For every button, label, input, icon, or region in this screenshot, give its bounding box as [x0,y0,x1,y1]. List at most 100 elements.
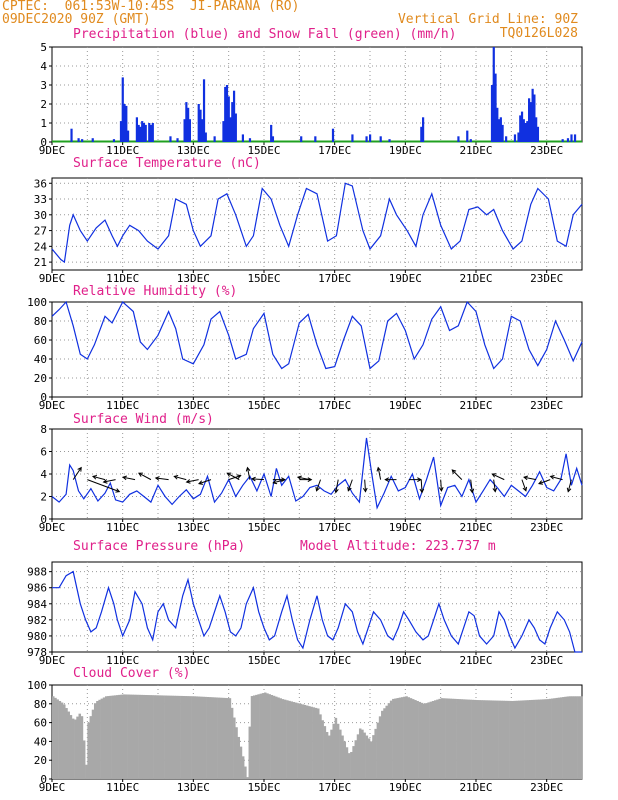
cloud-bar [166,695,170,779]
cloud-bar [449,698,453,779]
cloud-bar [93,703,97,779]
cloud-bar [458,699,461,779]
precip-bar [490,85,494,142]
wind-arrow [122,476,136,481]
cloud-bar [142,694,146,779]
cloud-bar [244,766,247,779]
cloud-bar [434,700,437,779]
x-tick-label: 21DEC [459,144,492,157]
wind-arrow [523,476,537,481]
cloud-bar [116,695,119,779]
precip-bar [81,139,84,142]
wind-arrow-head [334,488,339,494]
x-tick-label: 17DEC [318,781,351,794]
cloud-bar [250,696,254,779]
wind-arrow [347,479,353,491]
x-tick-label: 13DEC [177,781,210,794]
cloud-bar [398,697,402,779]
cloud-bar [78,713,82,779]
cloud-bar [462,699,466,779]
cloud-bar [385,705,388,779]
y-tick-label: 0 [40,513,47,526]
cloud-bar [89,716,93,779]
x-tick-label: 15DEC [247,521,280,534]
cloud-bar [63,704,66,779]
x-tick-label: 11DEC [106,654,139,667]
precip-bar [188,119,191,142]
x-tick-label: 17DEC [318,144,351,157]
precip-bar [137,124,140,142]
cloud-bar [308,706,311,779]
panel-frame [51,177,583,271]
cloud-bar [76,716,79,779]
cloud-bar [135,694,139,779]
precip-bar [524,123,527,142]
precip-bar [536,126,540,142]
x-tick-label: 21DEC [459,399,492,412]
cloud-bar [456,698,459,779]
x-tick-label: 19DEC [389,272,422,285]
cloud-bar [469,699,472,779]
y-tick-label: 100 [27,296,47,309]
cloud-bar [217,697,221,779]
y-tick-label: 0 [40,391,47,404]
x-tick-label: 21DEC [459,781,492,794]
wind-arrow-head [102,479,108,484]
cloud-bar [365,735,369,779]
precip-bar [142,123,146,142]
precip-bar [126,130,130,142]
precip-bar [505,136,508,142]
cloud-bar [568,696,572,779]
precip-bar [529,102,532,142]
cloud-bar [153,695,157,779]
x-tick-label: 19DEC [389,144,422,157]
y-tick-label: 20 [34,372,47,385]
y-tick-label: 3 [40,79,47,92]
y-tick-label: 24 [34,240,48,253]
cloud-bar [215,697,218,779]
cloud-bar [239,746,243,779]
cloud-bar [197,696,201,779]
cloud-bar [577,696,581,779]
x-tick-label: 23DEC [530,654,563,667]
cloud-bar [235,727,238,779]
cloud-bar [392,698,395,779]
cloud-bar [277,697,280,779]
wind-arrow [538,479,551,485]
cloud-bar [407,697,411,779]
x-tick-label: 15DEC [247,272,280,285]
wind-arrow [87,479,120,493]
cloud-bar [173,695,176,779]
cloud-bar [361,729,364,779]
cloud-bar [491,700,494,779]
precip-bar [501,124,504,142]
cloud-bar [403,696,406,779]
wind-title: Surface Wind (m/s) [73,412,214,427]
cloud-bar [570,696,574,779]
x-tick-label: 23DEC [530,399,563,412]
precip-bar [204,132,207,142]
cloud-bar [252,695,256,779]
wind-arrow-head [245,466,251,472]
x-tick-label: 17DEC [318,654,351,667]
precip-bar [151,123,154,142]
wind-arrow [174,475,187,481]
cloud-bar [111,695,115,779]
cloud-bar [436,699,439,779]
wind-arrow-head [236,474,242,479]
precip-bar [566,138,570,142]
precip-bar [229,117,232,142]
precip-bar [77,138,80,142]
cloud-bar [423,703,426,779]
cloud-bar [334,717,338,779]
cloud-bar [502,700,506,779]
cloud-bar [352,746,355,779]
y-tick-label: 978 [27,646,47,659]
precip-bar [241,134,244,142]
wind-arrow-head [296,475,302,481]
wind-arrow-head [549,474,555,480]
cloud-bar [80,716,84,779]
cloud-bar [559,697,563,779]
cloud-bar [74,719,77,779]
cloud-bar [138,694,141,779]
